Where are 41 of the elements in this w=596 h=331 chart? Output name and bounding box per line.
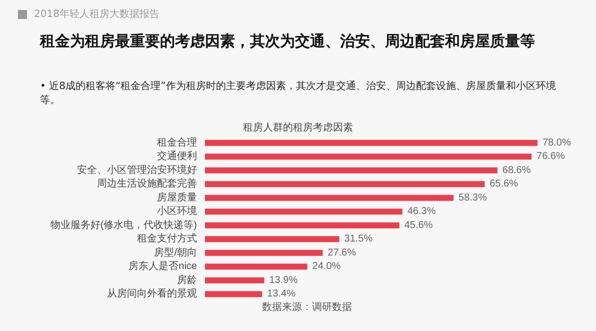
data-label: 27.6% [328,247,356,258]
y-tick-label: 安全、小区管理治安环境好 [77,164,197,176]
y-tick-label: 租金支付方式 [137,232,197,245]
data-label: 65.6% [490,178,518,190]
bar [205,181,485,188]
bar [205,264,308,270]
data-label: 45.6% [404,220,433,231]
data-label: 58.3% [458,192,487,204]
text: 租金为租房最重要的考虑因素，其次为交通、治安、周边配套和房屋质量等 [40,32,535,51]
y-tick-label: 房东人是否nice [128,260,198,272]
y-tick-label: 交通便利 [157,150,197,162]
bar [205,140,538,146]
bar [205,154,532,160]
text: • 近8成的租客将“租金合理”作为租房时的主要考虑因素，其次才是交通、治安、周边配套设施、房屋质量和小区环境等。 [40,80,557,108]
bar [205,222,400,228]
data-label: 68.6% [502,164,531,176]
bar [205,236,340,242]
bar [205,250,323,256]
bar [205,194,454,201]
bar [205,167,498,174]
y-tick-label: 租金合理 [157,136,197,148]
data-label: 46.3% [407,206,436,218]
text: 2018年轻人租房大数据报告 [34,8,160,21]
data-label: 13.4% [267,288,296,300]
chart-title: 租房人群的租房考虑因素 [243,122,353,134]
data-label: 78.0% [542,137,571,148]
data-label: 76.6% [536,151,565,162]
y-tick-label: 房屋质量 [157,191,197,204]
bar [205,291,262,298]
bar [205,277,264,284]
y-tick-label: 周边生活设施配套完善 [97,178,197,190]
data-label: 13.9% [269,274,298,286]
y-tick-label: 物业服务好(修水电，代收快递等) [50,218,197,231]
source-note: 数据来源：调研数据 [262,300,352,314]
y-tick-label: 房龄 [177,274,197,286]
bar [205,208,402,215]
y-tick-label: 从房间向外看的景观 [107,288,197,300]
y-tick-label: 房型/朝向 [154,246,197,258]
y-tick-label: 小区环境 [157,205,197,218]
data-label: 31.5% [344,234,373,245]
data-label: 24.0% [312,261,341,272]
